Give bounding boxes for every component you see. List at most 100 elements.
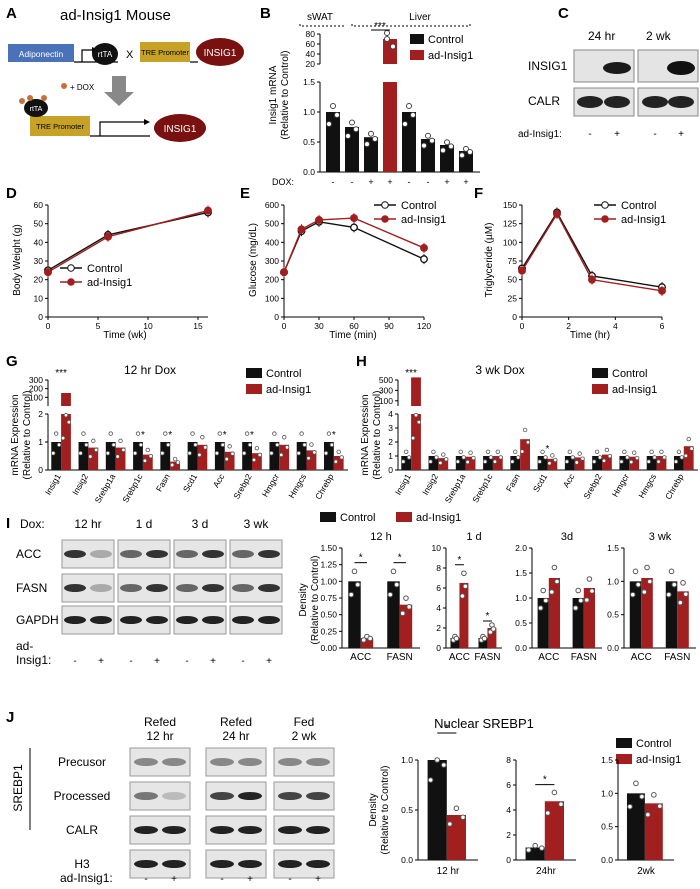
panel-j-ylabel2: (Relative to Control) [380,766,391,855]
tick-label: 1.00 [320,576,337,586]
x-tick-label: 4 [613,321,618,331]
blot-row-label: ACC [16,547,42,561]
legend-j-control: Control [636,738,671,750]
geno-3: - [653,129,656,140]
data-point [51,451,56,456]
legend-control: Control [401,200,436,212]
x-tick-label: 120 [417,321,431,331]
tick-label: 0.0 [601,855,613,865]
bar-control [646,456,657,470]
data-point [390,43,396,50]
panel-i-letter: I [6,515,10,532]
tick-label: 0.0 [303,167,315,177]
data-point [299,431,304,436]
y-tick-label: 40 [34,237,44,247]
tick-label: 0.0 [515,643,527,653]
data-point [56,442,62,447]
insig1-label: INSIG1 [204,48,237,59]
panel-c-time-2: 2 wk [646,29,672,43]
data-point [447,821,453,827]
tick-label: 8 [436,563,441,573]
data-point [118,438,123,444]
bar-control [51,442,62,470]
sig-marker: * [445,723,449,734]
arrow-down-icon [104,76,134,106]
blot-band [146,550,168,558]
data-point [551,564,558,571]
data-point [641,589,648,595]
tick-label: 8 [506,755,511,765]
data-point [662,455,667,460]
data-point [580,456,585,461]
sig-marker: * [332,430,336,441]
data-point [633,780,639,787]
blot-band [202,550,224,558]
category-label: Chrebp [663,472,686,501]
panel-g-letter: G [6,353,18,370]
data-point [519,449,525,454]
data-point [498,455,503,460]
data-point [597,455,603,460]
bar-adinsig [487,628,497,648]
sig-marker: * [168,430,172,441]
data-point-control [420,255,428,264]
sig-marker: * [359,553,363,564]
data-point-adinsig [588,275,596,284]
data-point [220,442,225,447]
chart-xlabel: 12 hr [437,866,460,877]
data-point [190,431,195,436]
data-point [306,456,311,461]
panel-f-chart: 0 25 50 75 100 125 150 0 2 4 6 Control ad-Insig1 [503,200,666,331]
panel-a-title: ad-Insig1 Mouse [60,7,171,24]
data-point [553,457,558,463]
panel-f-xlabel: Time (hr) [570,330,610,341]
data-point [406,604,413,610]
blot-band [162,758,186,766]
data-point [142,458,148,463]
data-point [460,814,466,821]
data-point [622,449,627,454]
data-point [214,451,220,456]
data-point-adinsig [350,214,358,223]
data-point [105,451,111,456]
bar-adinsig-high [411,377,421,406]
y-tick-label: 300 [265,256,279,266]
blot-band [64,584,86,592]
dox-sign: - [427,177,430,187]
blot-band [146,584,168,592]
data-point [244,431,250,436]
chart-title: 3 wk [649,531,672,543]
data-point [296,451,301,456]
data-point [372,135,378,142]
bar-adinsig [683,446,694,470]
bar-control [269,442,280,470]
data-point [329,442,335,447]
category-label: Scd1 [531,472,549,494]
tick-label: 4 [436,603,441,613]
bar-control [348,581,361,648]
blot-band [176,616,198,624]
y-tick-label: 50 [508,275,518,285]
data-point [625,455,630,460]
data-point [275,442,280,447]
tick-label: 300 [379,385,393,395]
data-point [673,459,679,464]
sig-marker: * [398,553,402,564]
bar-control [483,456,493,470]
data-point-control [350,223,358,232]
tick-label: 1.0 [601,788,613,798]
data-point [279,452,284,458]
bar-control [428,456,439,470]
data-point [550,453,555,458]
panel-g-ylabel: mRNA Expression [10,394,21,475]
data-point [197,452,202,458]
bar-adinsig [333,456,344,470]
data-point [309,442,314,447]
tick-label: 1.50 [320,543,337,553]
data-point [554,578,560,585]
blot-row-calr: CALR [528,94,560,108]
data-point [60,435,66,441]
panel-h-ylabel2: (Relative to Control) [372,391,383,480]
data-point [334,112,340,118]
